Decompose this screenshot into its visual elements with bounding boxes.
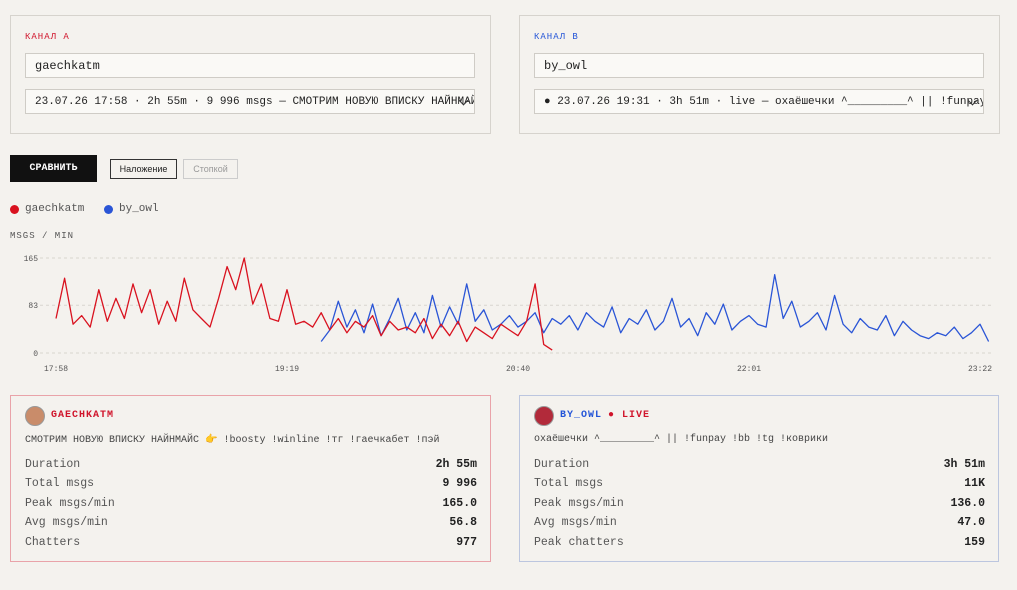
stat-label: Peak msgs/min: [534, 496, 624, 510]
select-text: 23.07.26 17:58 · 2h 55m · 9 996 msgs — С…: [35, 96, 475, 108]
stat-row: Duration 3h 51m: [534, 458, 985, 471]
x-tick-label: 23:22: [968, 365, 992, 374]
stat-row: Avg msgs/min 47.0: [534, 516, 985, 529]
stat-value: 3h 51m: [943, 458, 985, 471]
live-status: ● LIVE: [608, 410, 651, 421]
y-tick-label: 83: [28, 302, 38, 311]
channel-name: BY_OWL ● LIVE: [560, 410, 650, 421]
legend-item: by_owl: [104, 203, 159, 215]
stat-label: Avg msgs/min: [25, 516, 108, 530]
stat-row: Peak msgs/min 136.0: [534, 497, 985, 510]
x-tick-label: 19:19: [275, 365, 299, 374]
legend-swatch: [104, 204, 113, 214]
channel-b-panel: КАНАЛ B by_owl ● 23.07.26 19:31 · 3h 51m…: [519, 15, 1000, 134]
legend-item: gaechkatm: [10, 203, 84, 215]
stat-row: Total msgs 9 996: [25, 477, 477, 490]
stat-label: Duration: [534, 458, 590, 471]
stat-value: 56.8: [449, 516, 477, 530]
stat-value: 11K: [964, 477, 985, 491]
stat-row: Peak msgs/min 165.0: [25, 497, 477, 510]
avatar: [25, 406, 45, 426]
name: GAECHKATM: [51, 410, 115, 421]
stat-row: Chatters 977: [25, 536, 477, 549]
stat-value: 9 996: [442, 477, 477, 491]
channel-label: КАНАЛ B: [534, 32, 579, 42]
stat-label: Peak chatters: [534, 535, 624, 549]
y-tick-label: 165: [24, 255, 39, 264]
stat-row: Peak chatters 159: [534, 536, 985, 549]
y-tick-label: 0: [33, 350, 38, 359]
stat-value: 977: [456, 535, 477, 549]
stream-title: охаёшечки ^_________^ || !funpay !bb !tg…: [534, 434, 829, 445]
stat-row: Avg msgs/min 56.8: [25, 516, 477, 529]
x-tick-label: 17:58: [44, 365, 68, 374]
overlay-button[interactable]: Наложение: [110, 159, 177, 179]
stat-label: Duration: [25, 458, 81, 471]
stream-title: СМОТРИМ НОВУЮ ВПИСКУ НАЙНМАЙС 👉 !boosty …: [25, 435, 440, 446]
channel-name: GAECHKATM: [51, 410, 114, 421]
stat-card: BY_OWL ● LIVE охаёшечки ^_________^ || !fu…: [519, 395, 999, 562]
avatar: [534, 406, 554, 426]
channel-label: КАНАЛ A: [25, 32, 70, 42]
stream-select[interactable]: ● 23.07.26 19:31 · 3h 51m · live — охаёш…: [534, 89, 984, 114]
series-line: [55, 257, 553, 351]
y-axis-label: MSGS / MIN: [10, 231, 75, 241]
channel-input[interactable]: gaechkatm: [25, 53, 475, 78]
chart: 0 83 165 17:58 19:19 20:40 22:01 23:22: [24, 255, 993, 374]
stat-row: Duration 2h 55m: [25, 458, 477, 471]
compare-button[interactable]: СРАВНИТЬ: [10, 155, 97, 182]
stat-label: Total msgs: [25, 477, 95, 491]
legend-swatch: [10, 204, 19, 214]
stat-value: 165.0: [442, 496, 477, 510]
stat-label: Chatters: [25, 535, 81, 549]
stat-value: 2h 55m: [435, 458, 477, 471]
stat-value: 47.0: [957, 516, 985, 530]
stat-label: Total msgs: [534, 477, 604, 491]
x-tick-label: 22:01: [737, 365, 761, 374]
stat-card: GAECHKATM СМОТРИМ НОВУЮ ВПИСКУ НАЙНМАЙС 👉…: [10, 395, 491, 562]
stat-label: Avg msgs/min: [534, 516, 617, 530]
stat-value: 136.0: [950, 496, 985, 510]
channel-a-panel: КАНАЛ A gaechkatm 23.07.26 17:58 · 2h 55…: [10, 15, 491, 134]
select-text: ● 23.07.26 19:31 · 3h 51m · live — охаёш…: [544, 96, 984, 108]
legend-label: gaechkatm: [25, 203, 85, 215]
stat-label: Peak msgs/min: [25, 496, 115, 510]
legend-label: by_owl: [119, 203, 159, 215]
x-tick-label: 20:40: [506, 365, 530, 374]
name: BY_OWL: [560, 410, 603, 421]
channel-input[interactable]: by_owl: [534, 53, 984, 78]
stream-select[interactable]: 23.07.26 17:58 · 2h 55m · 9 996 msgs — С…: [25, 89, 475, 114]
series-line: [320, 274, 990, 342]
stack-button[interactable]: Стопкой: [183, 159, 238, 179]
stat-value: 159: [964, 535, 985, 549]
stat-row: Total msgs 11K: [534, 477, 985, 490]
